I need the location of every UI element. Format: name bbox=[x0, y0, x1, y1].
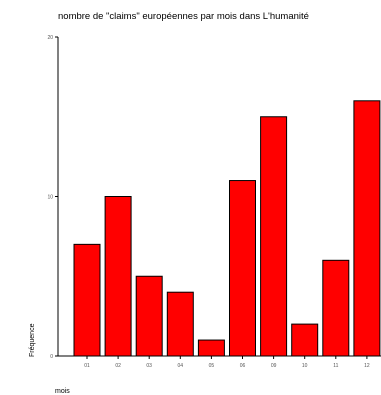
bar-01 bbox=[73, 243, 101, 357]
x-ticks: 01 02 03 04 05 06 09 10 11 12 bbox=[84, 356, 370, 369]
x-tick-label: 06 bbox=[240, 363, 246, 369]
x-tick-label: 05 bbox=[209, 363, 215, 369]
x-tick-label: 11 bbox=[333, 363, 338, 369]
bar-11 bbox=[322, 259, 350, 357]
x-tick-label: 03 bbox=[146, 363, 152, 369]
chart-title: nombre de "claims" européennes par mois … bbox=[58, 11, 309, 22]
bar-04 bbox=[166, 291, 194, 357]
bar-05 bbox=[197, 339, 225, 357]
bar-06 bbox=[229, 180, 256, 357]
bar-02 bbox=[104, 196, 132, 357]
x-tick-label: 10 bbox=[302, 363, 308, 369]
bar-09 bbox=[260, 116, 288, 357]
y-ticks: 0 10 20 bbox=[47, 35, 58, 360]
x-tick-label: 01 bbox=[84, 363, 90, 369]
x-tick-label: 09 bbox=[271, 363, 277, 369]
y-tick-label: 0 bbox=[50, 354, 53, 360]
bar-12 bbox=[353, 100, 381, 357]
x-tick-label: 12 bbox=[364, 363, 370, 369]
y-tick-label: 10 bbox=[47, 195, 53, 201]
bars bbox=[73, 100, 381, 357]
x-axis-label: mois bbox=[55, 388, 70, 395]
bar-10 bbox=[291, 323, 319, 357]
bar-03 bbox=[135, 275, 163, 357]
y-tick-label: 20 bbox=[47, 35, 53, 41]
x-tick-label: 04 bbox=[178, 363, 184, 369]
plot-area: 0 10 20 01 02 03 04 05 06 09 10 11 12 bbox=[47, 35, 381, 369]
y-axis-label: Fréquence bbox=[29, 323, 36, 357]
x-tick-label: 02 bbox=[115, 363, 121, 369]
